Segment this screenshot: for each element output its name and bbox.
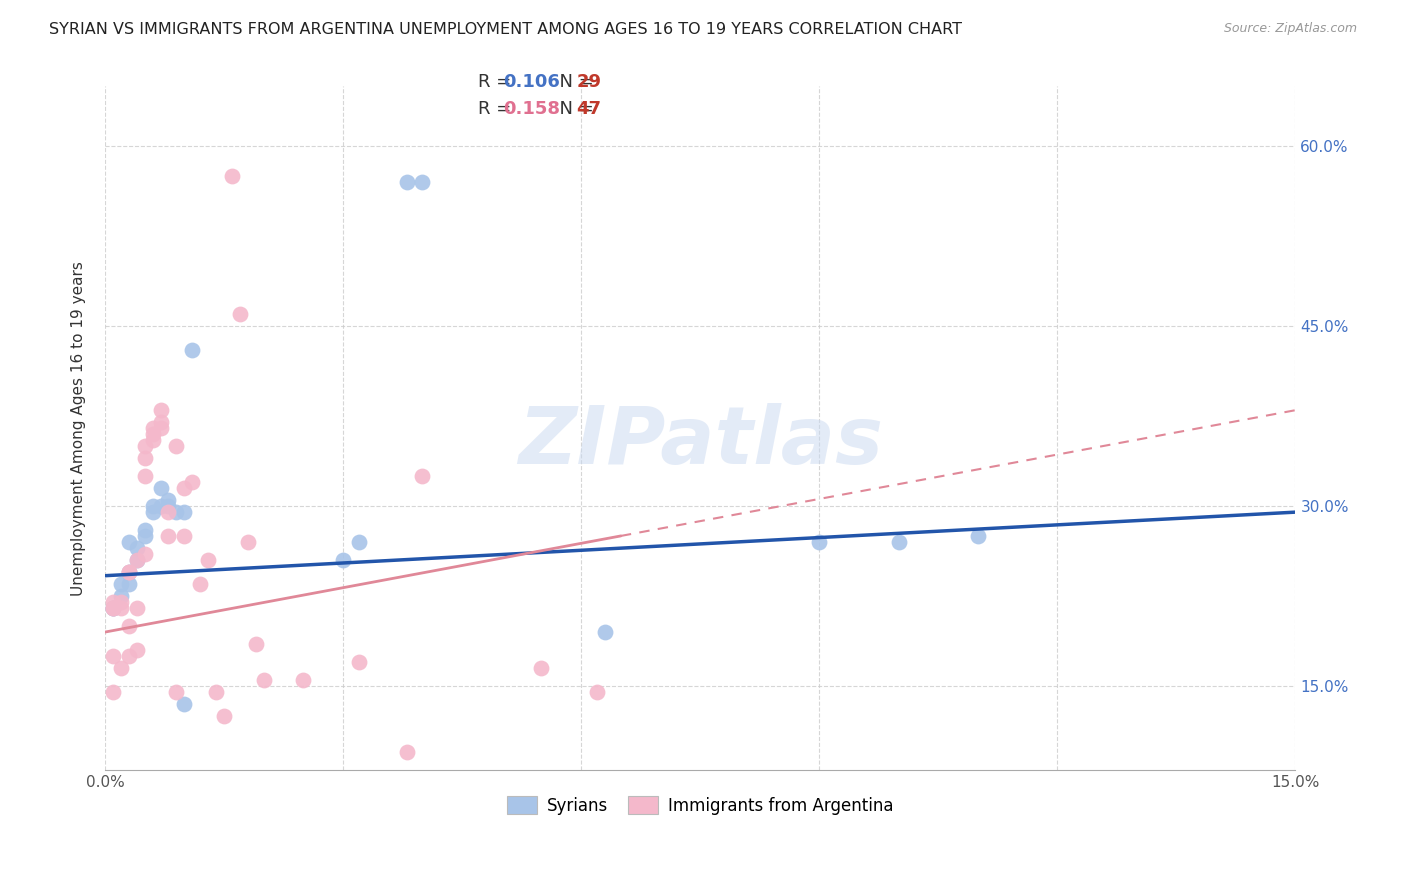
Point: [101, 601, 124, 615]
Point: [118, 565, 141, 579]
Point: [125, 553, 148, 567]
Point: [149, 481, 172, 495]
Text: 47: 47: [576, 100, 602, 118]
Point: [134, 451, 156, 466]
Point: [118, 565, 141, 579]
Point: [395, 745, 418, 759]
Point: [110, 595, 132, 609]
Point: [101, 595, 124, 609]
Point: [157, 493, 180, 508]
Point: [229, 307, 252, 321]
Point: [157, 505, 180, 519]
Point: [593, 625, 616, 640]
Point: [110, 661, 132, 675]
Point: [149, 403, 172, 417]
Point: [110, 577, 132, 591]
Point: [181, 343, 204, 358]
Point: [205, 685, 228, 699]
Point: [173, 505, 195, 519]
Point: [395, 175, 418, 189]
Point: [347, 655, 370, 669]
Text: SYRIAN VS IMMIGRANTS FROM ARGENTINA UNEMPLOYMENT AMONG AGES 16 TO 19 YEARS CORRE: SYRIAN VS IMMIGRANTS FROM ARGENTINA UNEM…: [49, 22, 962, 37]
Point: [134, 523, 156, 537]
Point: [887, 535, 910, 549]
Point: [411, 469, 433, 483]
Point: [134, 529, 156, 543]
Point: [134, 469, 156, 483]
Point: [411, 175, 433, 189]
Point: [347, 535, 370, 549]
Text: R =: R =: [478, 100, 517, 118]
Point: [967, 529, 990, 543]
Point: [173, 697, 195, 711]
Point: [530, 661, 553, 675]
Point: [188, 577, 211, 591]
Point: [142, 499, 165, 513]
Text: N =: N =: [548, 73, 600, 91]
Point: [149, 421, 172, 435]
Point: [165, 439, 187, 453]
Point: [118, 535, 141, 549]
Point: [173, 481, 195, 495]
Point: [125, 601, 148, 615]
Point: [245, 637, 267, 651]
Point: [101, 648, 124, 663]
Text: 0.158: 0.158: [503, 100, 561, 118]
Point: [142, 505, 165, 519]
Point: [118, 577, 141, 591]
Point: [125, 553, 148, 567]
Point: [110, 601, 132, 615]
Point: [212, 709, 235, 723]
Text: ZIPatlas: ZIPatlas: [517, 403, 883, 481]
Point: [165, 685, 187, 699]
Point: [221, 169, 243, 184]
Point: [142, 427, 165, 442]
Point: [149, 415, 172, 429]
Point: [253, 673, 276, 687]
Point: [586, 685, 609, 699]
Point: [101, 601, 124, 615]
Text: Source: ZipAtlas.com: Source: ZipAtlas.com: [1223, 22, 1357, 36]
Point: [157, 529, 180, 543]
Legend: Syrians, Immigrants from Argentina: Syrians, Immigrants from Argentina: [499, 788, 901, 823]
Point: [181, 475, 204, 490]
Point: [157, 499, 180, 513]
Point: [118, 619, 141, 633]
Point: [101, 601, 124, 615]
Point: [142, 433, 165, 447]
Point: [236, 535, 259, 549]
Point: [118, 648, 141, 663]
Point: [197, 553, 219, 567]
Point: [149, 499, 172, 513]
Point: [165, 505, 187, 519]
Point: [142, 421, 165, 435]
Point: [118, 565, 141, 579]
Point: [125, 541, 148, 555]
Point: [134, 439, 156, 453]
Text: 29: 29: [576, 73, 602, 91]
Point: [332, 553, 354, 567]
Point: [292, 673, 315, 687]
Point: [173, 529, 195, 543]
Point: [125, 643, 148, 657]
Point: [101, 685, 124, 699]
Point: [134, 547, 156, 561]
Point: [808, 535, 831, 549]
Text: N =: N =: [548, 100, 600, 118]
Point: [101, 601, 124, 615]
Point: [110, 589, 132, 603]
Y-axis label: Unemployment Among Ages 16 to 19 years: Unemployment Among Ages 16 to 19 years: [72, 260, 86, 596]
Text: 0.106: 0.106: [503, 73, 560, 91]
Text: R =: R =: [478, 73, 517, 91]
